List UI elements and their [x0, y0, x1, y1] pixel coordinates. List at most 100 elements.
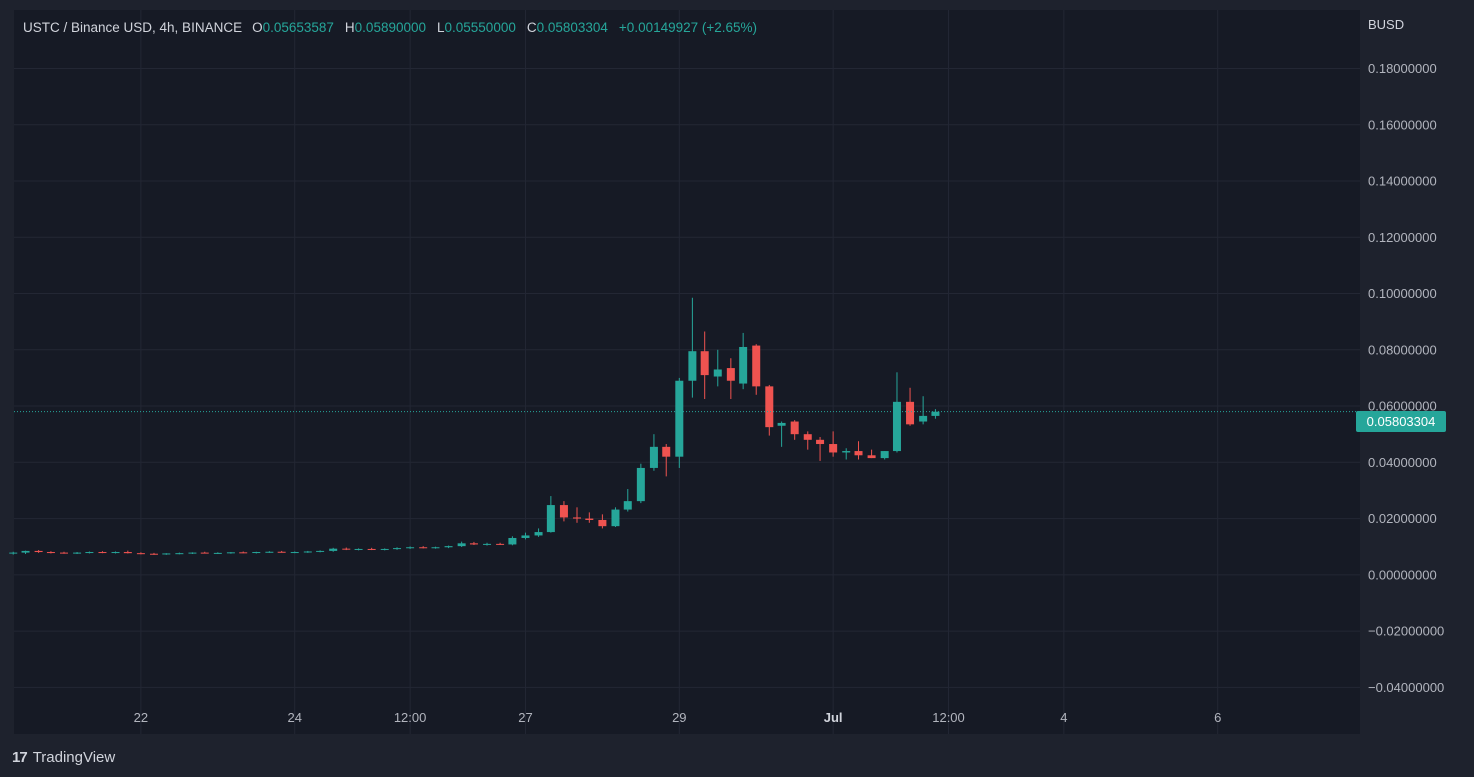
candle — [700, 331, 709, 400]
candle-body — [226, 552, 235, 554]
candle-body — [469, 543, 478, 545]
candle-body — [842, 451, 851, 453]
ohlc-legend: USTC / Binance USD, 4h, BINANCE O 0.0565… — [23, 20, 768, 38]
tradingview-logo-text: TradingView — [32, 748, 116, 766]
candle — [469, 541, 478, 546]
candle — [213, 552, 222, 555]
candle-body — [931, 411, 940, 416]
y-tick-label: 0.12000000 — [1368, 230, 1437, 245]
candle — [790, 420, 799, 440]
candle-body — [21, 550, 30, 553]
low-value: 0.05550000 — [444, 20, 516, 35]
candle-body — [713, 369, 722, 377]
candle — [226, 552, 235, 554]
candle-body — [892, 401, 901, 452]
candle — [21, 550, 30, 555]
candle — [521, 532, 530, 540]
plot-background — [14, 10, 1360, 734]
candle — [726, 358, 735, 400]
open-value: 0.05653587 — [262, 20, 334, 35]
candle-body — [290, 552, 299, 554]
candle — [200, 551, 209, 554]
candle — [46, 551, 55, 554]
candle-body — [213, 552, 222, 554]
candle — [611, 507, 620, 528]
candle — [546, 496, 555, 533]
candle-body — [790, 421, 799, 435]
x-tick-label: 12:00 — [394, 710, 427, 725]
candle — [85, 551, 94, 554]
candle-body — [73, 552, 82, 554]
candle — [880, 451, 889, 460]
candle — [816, 436, 825, 461]
candle-body — [573, 517, 582, 519]
candle-body — [919, 415, 928, 422]
candle — [585, 512, 594, 523]
candle — [380, 548, 389, 551]
candle — [534, 528, 543, 537]
candle — [867, 449, 876, 459]
candle-body — [367, 548, 376, 550]
candle-body — [149, 553, 158, 555]
candle-body — [123, 552, 132, 554]
candle-body — [316, 550, 325, 552]
y-tick-label: 0.04000000 — [1368, 455, 1437, 470]
candle-body — [688, 351, 697, 381]
candle-body — [457, 543, 466, 547]
y-tick-label: 0.18000000 — [1368, 61, 1437, 76]
change-value: +0.00149927 (+2.65%) — [618, 20, 758, 35]
candle — [675, 377, 684, 468]
tradingview-logo[interactable]: 17 TradingView — [12, 747, 115, 767]
candle-body — [739, 346, 748, 384]
candle — [9, 551, 18, 555]
candle-body — [111, 552, 120, 554]
candle-body — [444, 546, 453, 548]
currency-unit[interactable]: BUSD — [1368, 17, 1405, 32]
candle — [98, 551, 107, 554]
close-value: 0.05803304 — [536, 20, 608, 35]
candle — [290, 551, 299, 554]
candle — [457, 541, 466, 547]
candle — [111, 551, 120, 554]
x-tick-label: 12:00 — [932, 710, 965, 725]
candle — [636, 463, 645, 504]
y-tick-label: −0.02000000 — [1368, 624, 1444, 639]
candle — [649, 434, 658, 471]
y-tick-label: 0.08000000 — [1368, 342, 1437, 357]
x-tick-label: Jul — [824, 710, 843, 725]
candle — [419, 546, 428, 549]
candle — [688, 297, 697, 398]
candle-body — [854, 451, 863, 456]
candle-body — [483, 543, 492, 545]
candle — [662, 444, 671, 477]
candle-body — [162, 553, 171, 555]
candle-body — [393, 548, 402, 550]
candle — [329, 547, 338, 552]
candle-body — [303, 551, 312, 553]
candle-body — [46, 552, 55, 554]
candle-body — [867, 455, 876, 459]
candle — [573, 507, 582, 523]
symbol-title[interactable]: USTC / Binance USD, 4h, BINANCE — [23, 20, 243, 35]
candle — [598, 514, 607, 529]
candle — [367, 547, 376, 551]
candle — [919, 396, 928, 425]
candle — [188, 552, 197, 555]
candle-body — [419, 547, 428, 549]
candle — [842, 448, 851, 460]
candle-body — [623, 501, 632, 510]
candle — [623, 489, 632, 512]
high-value: 0.05890000 — [354, 20, 426, 35]
candle — [149, 552, 158, 555]
candle-body — [277, 551, 286, 553]
candle-body — [559, 505, 568, 518]
candle — [713, 349, 722, 387]
candle-body — [98, 552, 107, 554]
candle-body — [880, 451, 889, 459]
candle-body — [829, 444, 838, 453]
x-tick-label: 6 — [1214, 710, 1221, 725]
candle — [123, 550, 132, 554]
candle-body — [85, 552, 94, 554]
